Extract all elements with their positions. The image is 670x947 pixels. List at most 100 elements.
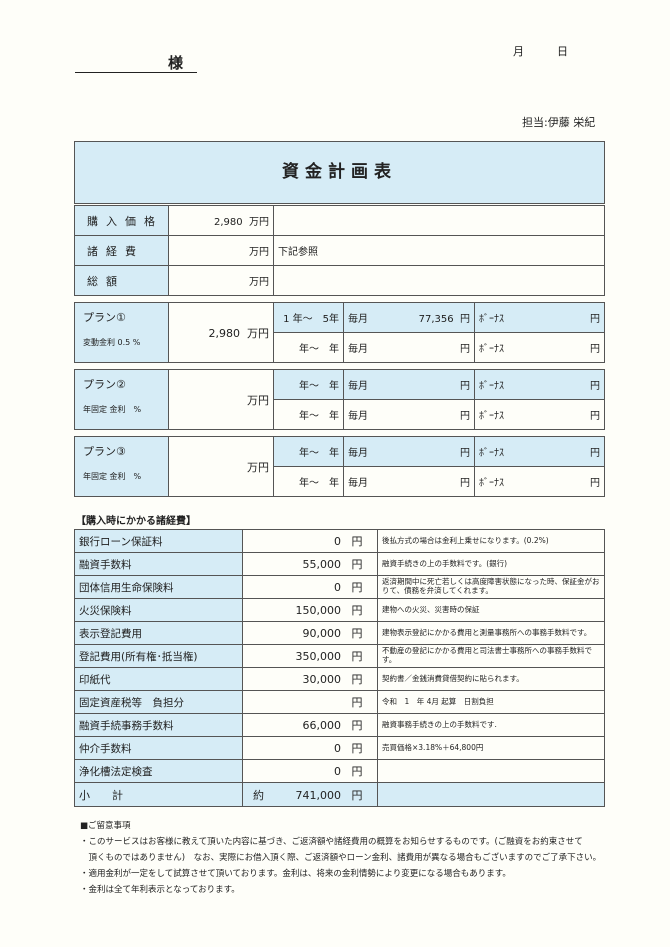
cost-amount: 0 円 (242, 759, 378, 783)
cost-row: 印紙代 30,000 円 契約書／金銭消費貸借契約に貼られます。 (74, 667, 605, 691)
summary-label: 諸経費 (74, 235, 169, 266)
plan-payment-row: 年～ 年 毎月 円 ﾎﾞｰﾅｽ円 (75, 332, 605, 363)
note-item: ・金利は全て年利表示となっております。 (80, 885, 240, 895)
plan-monthly: 毎月 円 (343, 369, 475, 400)
plan-years: 年～ 年 (273, 332, 344, 363)
cost-row: 銀行ローン保証料 0 円 後払方式の場合は金利上乗せになります。(0.2%) (74, 529, 605, 553)
month-label: 月 (513, 45, 524, 58)
customer-honorific: 様 (168, 54, 184, 72)
notes: ■ご留意事項 ・このサービスはお客様に教えて頂いた内容に基づき、ご返済額や諸経費… (80, 818, 601, 898)
cost-amount: 円 (242, 690, 378, 714)
plan-label: プラン② 年固定 金利 % (74, 369, 169, 430)
page-title: 資金計画表 (74, 141, 605, 204)
plan-table: プラン③ 年固定 金利 % 万円 年～ 年 毎月 円 ﾎﾞｰﾅｽ円 年～ 年 毎月… (74, 436, 605, 497)
plan-years: 年～ 年 (273, 436, 344, 467)
cost-amount: 350,000 円 (242, 644, 378, 668)
cost-amount: 55,000 円 (242, 552, 378, 576)
plan-bonus: ﾎﾞｰﾅｽ円 (474, 369, 605, 400)
cost-note: 後払方式の場合は金利上乗せになります。(0.2%) (377, 529, 605, 553)
plan-table: プラン② 年固定 金利 % 万円 年～ 年 毎月 円 ﾎﾞｰﾅｽ円 年～ 年 毎月… (74, 369, 605, 430)
subtotal-amount: 約 741,000 円 (242, 782, 378, 807)
cost-label: 団体信用生命保険料 (74, 575, 243, 599)
plan-bonus: ﾎﾞｰﾅｽ円 (474, 466, 605, 497)
cost-note: 令和 1 年 4月 起算 日割負担 (377, 690, 605, 714)
cost-row: 固定資産税等 負担分 円 令和 1 年 4月 起算 日割負担 (74, 690, 605, 714)
cost-amount: 0 円 (242, 529, 378, 553)
subtotal-label: 小 計 (74, 782, 243, 807)
cost-row: 表示登記費用 90,000 円 建物表示登記にかかる費用と測量事務所への事務手数… (74, 621, 605, 645)
plan-years: 年～ 年 (273, 369, 344, 400)
summary-label: 購入価格 (74, 205, 169, 236)
plan-monthly: 毎月 円 (343, 399, 475, 430)
cost-amount: 150,000 円 (242, 598, 378, 622)
summary-value: 万円 (168, 265, 274, 296)
note-item: ・このサービスはお客様に教えて頂いた内容に基づき、ご返済額や諸経費用の概算をお知… (80, 837, 583, 847)
plan-payment-row: 年～ 年 毎月 円 ﾎﾞｰﾅｽ円 (75, 466, 605, 497)
notes-heading: ■ご留意事項 (80, 821, 131, 831)
cost-note: 建物への火災、災害時の保証 (377, 598, 605, 622)
cost-note: 不動産の登記にかかる費用と司法書士事務所への事務手数料です。 (377, 644, 605, 668)
summary-value: 2,980 万円 (168, 205, 274, 236)
summary-table: 購入価格 2,980 万円 諸経費 万円 下記参照 総額 万円 (74, 205, 605, 296)
cost-note: 融資事務手続きの上の手数料です. (377, 713, 605, 737)
plan-amount: 万円 (168, 369, 274, 430)
subtotal-row: 小 計 約 741,000 円 (74, 782, 605, 807)
summary-row: 諸経費 万円 下記参照 (74, 235, 605, 266)
summary-note: 下記参照 (273, 235, 605, 266)
day-label: 日 (557, 45, 568, 58)
cost-row: 融資手続事務手数料 66,000 円 融資事務手続きの上の手数料です. (74, 713, 605, 737)
cost-row: 融資手数料 55,000 円 融資手続きの上の手数料です。(銀行) (74, 552, 605, 576)
cost-label: 火災保険料 (74, 598, 243, 622)
plan-amount: 2,980 万円 (168, 302, 274, 363)
costs-table: 銀行ローン保証料 0 円 後払方式の場合は金利上乗せになります。(0.2%) 融… (74, 529, 605, 807)
note-item: 頂くものではありません) なお、実際にお借入頂く際、ご返済額やローン金利、諸費用… (80, 853, 602, 863)
plan-years: 1 年～ 5年 (273, 302, 344, 333)
summary-note (273, 205, 605, 236)
cost-amount: 0 円 (242, 575, 378, 599)
plan-years: 年～ 年 (273, 399, 344, 430)
summary-value: 万円 (168, 235, 274, 266)
plan-monthly: 毎月 円 (343, 332, 475, 363)
cost-note: 建物表示登記にかかる費用と測量事務所への事務手数料です。 (377, 621, 605, 645)
cost-label: 登記費用(所有権･抵当権) (74, 644, 243, 668)
plan-bonus: ﾎﾞｰﾅｽ円 (474, 332, 605, 363)
staff-name: 担当:伊藤 栄紀 (522, 116, 596, 129)
plan-monthly: 毎月 円 (343, 466, 475, 497)
plan-monthly: 毎月 円 (343, 436, 475, 467)
cost-label: 印紙代 (74, 667, 243, 691)
note-item: ・適用金利が一定をして試算させて頂いております。金利は、将来の金利情勢により変更… (80, 869, 511, 879)
cost-row: 仲介手数料 0 円 売買価格×3.18%＋64,800円 (74, 736, 605, 760)
customer-name-line (75, 72, 197, 73)
cost-note: 売買価格×3.18%＋64,800円 (377, 736, 605, 760)
cost-note: 返済期間中に死亡若しくは高度障害状態になった時、保証金がおりて、債務を弁済してく… (377, 575, 605, 599)
plan-payment-row: 年～ 年 毎月 円 ﾎﾞｰﾅｽ円 (75, 399, 605, 430)
cost-note: 融資手続きの上の手数料です。(銀行) (377, 552, 605, 576)
cost-label: 固定資産税等 負担分 (74, 690, 243, 714)
cost-amount: 0 円 (242, 736, 378, 760)
summary-row: 購入価格 2,980 万円 (74, 205, 605, 236)
plan-payment-row: プラン② 年固定 金利 % 万円 年～ 年 毎月 円 ﾎﾞｰﾅｽ円 (74, 369, 605, 430)
summary-row: 総額 万円 (74, 265, 605, 296)
cost-label: 融資手数料 (74, 552, 243, 576)
cost-amount: 66,000 円 (242, 713, 378, 737)
cost-note: 契約書／金銭消費貸借契約に貼られます。 (377, 667, 605, 691)
costs-heading: 【購入時にかかる諸経費】 (76, 516, 196, 527)
cost-row: 登記費用(所有権･抵当権) 350,000 円 不動産の登記にかかる費用と司法書… (74, 644, 605, 668)
cost-label: 銀行ローン保証料 (74, 529, 243, 553)
cost-amount: 30,000 円 (242, 667, 378, 691)
cost-row: 浄化槽法定検査 0 円 (74, 759, 605, 783)
cost-label: 表示登記費用 (74, 621, 243, 645)
plan-amount: 万円 (168, 436, 274, 497)
cost-note (377, 759, 605, 783)
subtotal-note (377, 782, 605, 807)
plan-label: プラン③ 年固定 金利 % (74, 436, 169, 497)
cost-label: 仲介手数料 (74, 736, 243, 760)
plan-payment-row: プラン① 変動金利 0.5 % 2,980 万円 1 年～ 5年 毎月 77,356… (74, 302, 605, 363)
plan-bonus: ﾎﾞｰﾅｽ円 (474, 302, 605, 333)
plan-label: プラン① 変動金利 0.5 % (74, 302, 169, 363)
cost-row: 団体信用生命保険料 0 円 返済期間中に死亡若しくは高度障害状態になった時、保証… (74, 575, 605, 599)
cost-amount: 90,000 円 (242, 621, 378, 645)
plan-years: 年～ 年 (273, 466, 344, 497)
cost-label: 浄化槽法定検査 (74, 759, 243, 783)
